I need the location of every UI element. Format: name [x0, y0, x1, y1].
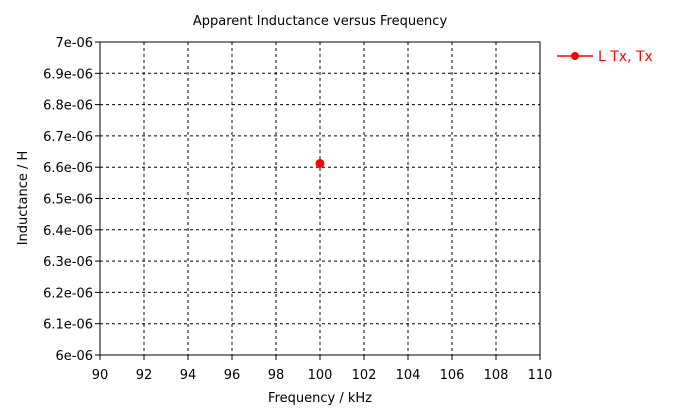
- y-axis-label: Inductance / H: [16, 151, 31, 246]
- x-tick-label: 90: [92, 368, 109, 383]
- y-tick-label: 7e-06: [55, 36, 93, 51]
- x-tick-label: 110: [528, 368, 553, 383]
- series-layer: [315, 158, 325, 168]
- x-tick-label: 96: [224, 368, 241, 383]
- y-tick-label: 6.9e-06: [43, 67, 93, 82]
- x-tick-label: 108: [484, 368, 509, 383]
- x-tick-label: 104: [396, 368, 421, 383]
- y-tick-label: 6e-06: [55, 349, 93, 364]
- legend-marker-l-tx-tx: [571, 52, 579, 60]
- y-tick-label: 6.2e-06: [43, 286, 93, 301]
- x-tick-label: 92: [136, 368, 153, 383]
- y-tick-label: 6.8e-06: [43, 99, 93, 114]
- y-tick-label: 6.3e-06: [43, 255, 93, 270]
- x-axis: 90 92 94 96 98 100 102 104 106 108 110: [92, 355, 553, 383]
- y-axis: 6e-06 6.1e-06 6.2e-06 6.3e-06 6.4e-06 6.5e-06…: [43, 36, 100, 364]
- y-tick-label: 6.6e-06: [43, 161, 93, 176]
- x-tick-label: 100: [308, 368, 333, 383]
- chart-title: Apparent Inductance versus Frequency: [193, 14, 448, 29]
- data-point: [315, 158, 325, 168]
- y-tick-label: 6.7e-06: [43, 130, 93, 145]
- x-tick-label: 106: [440, 368, 465, 383]
- x-tick-label: 94: [180, 368, 197, 383]
- legend-label-l-tx-tx: L Tx, Tx: [598, 49, 653, 65]
- x-axis-label: Frequency / kHz: [268, 391, 372, 406]
- y-tick-label: 6.5e-06: [43, 193, 93, 208]
- legend: L Tx, Tx: [557, 49, 653, 65]
- y-tick-label: 6.4e-06: [43, 224, 93, 239]
- x-tick-label: 102: [352, 368, 377, 383]
- x-tick-label: 98: [268, 368, 285, 383]
- grid: [100, 42, 540, 355]
- y-tick-label: 6.1e-06: [43, 318, 93, 333]
